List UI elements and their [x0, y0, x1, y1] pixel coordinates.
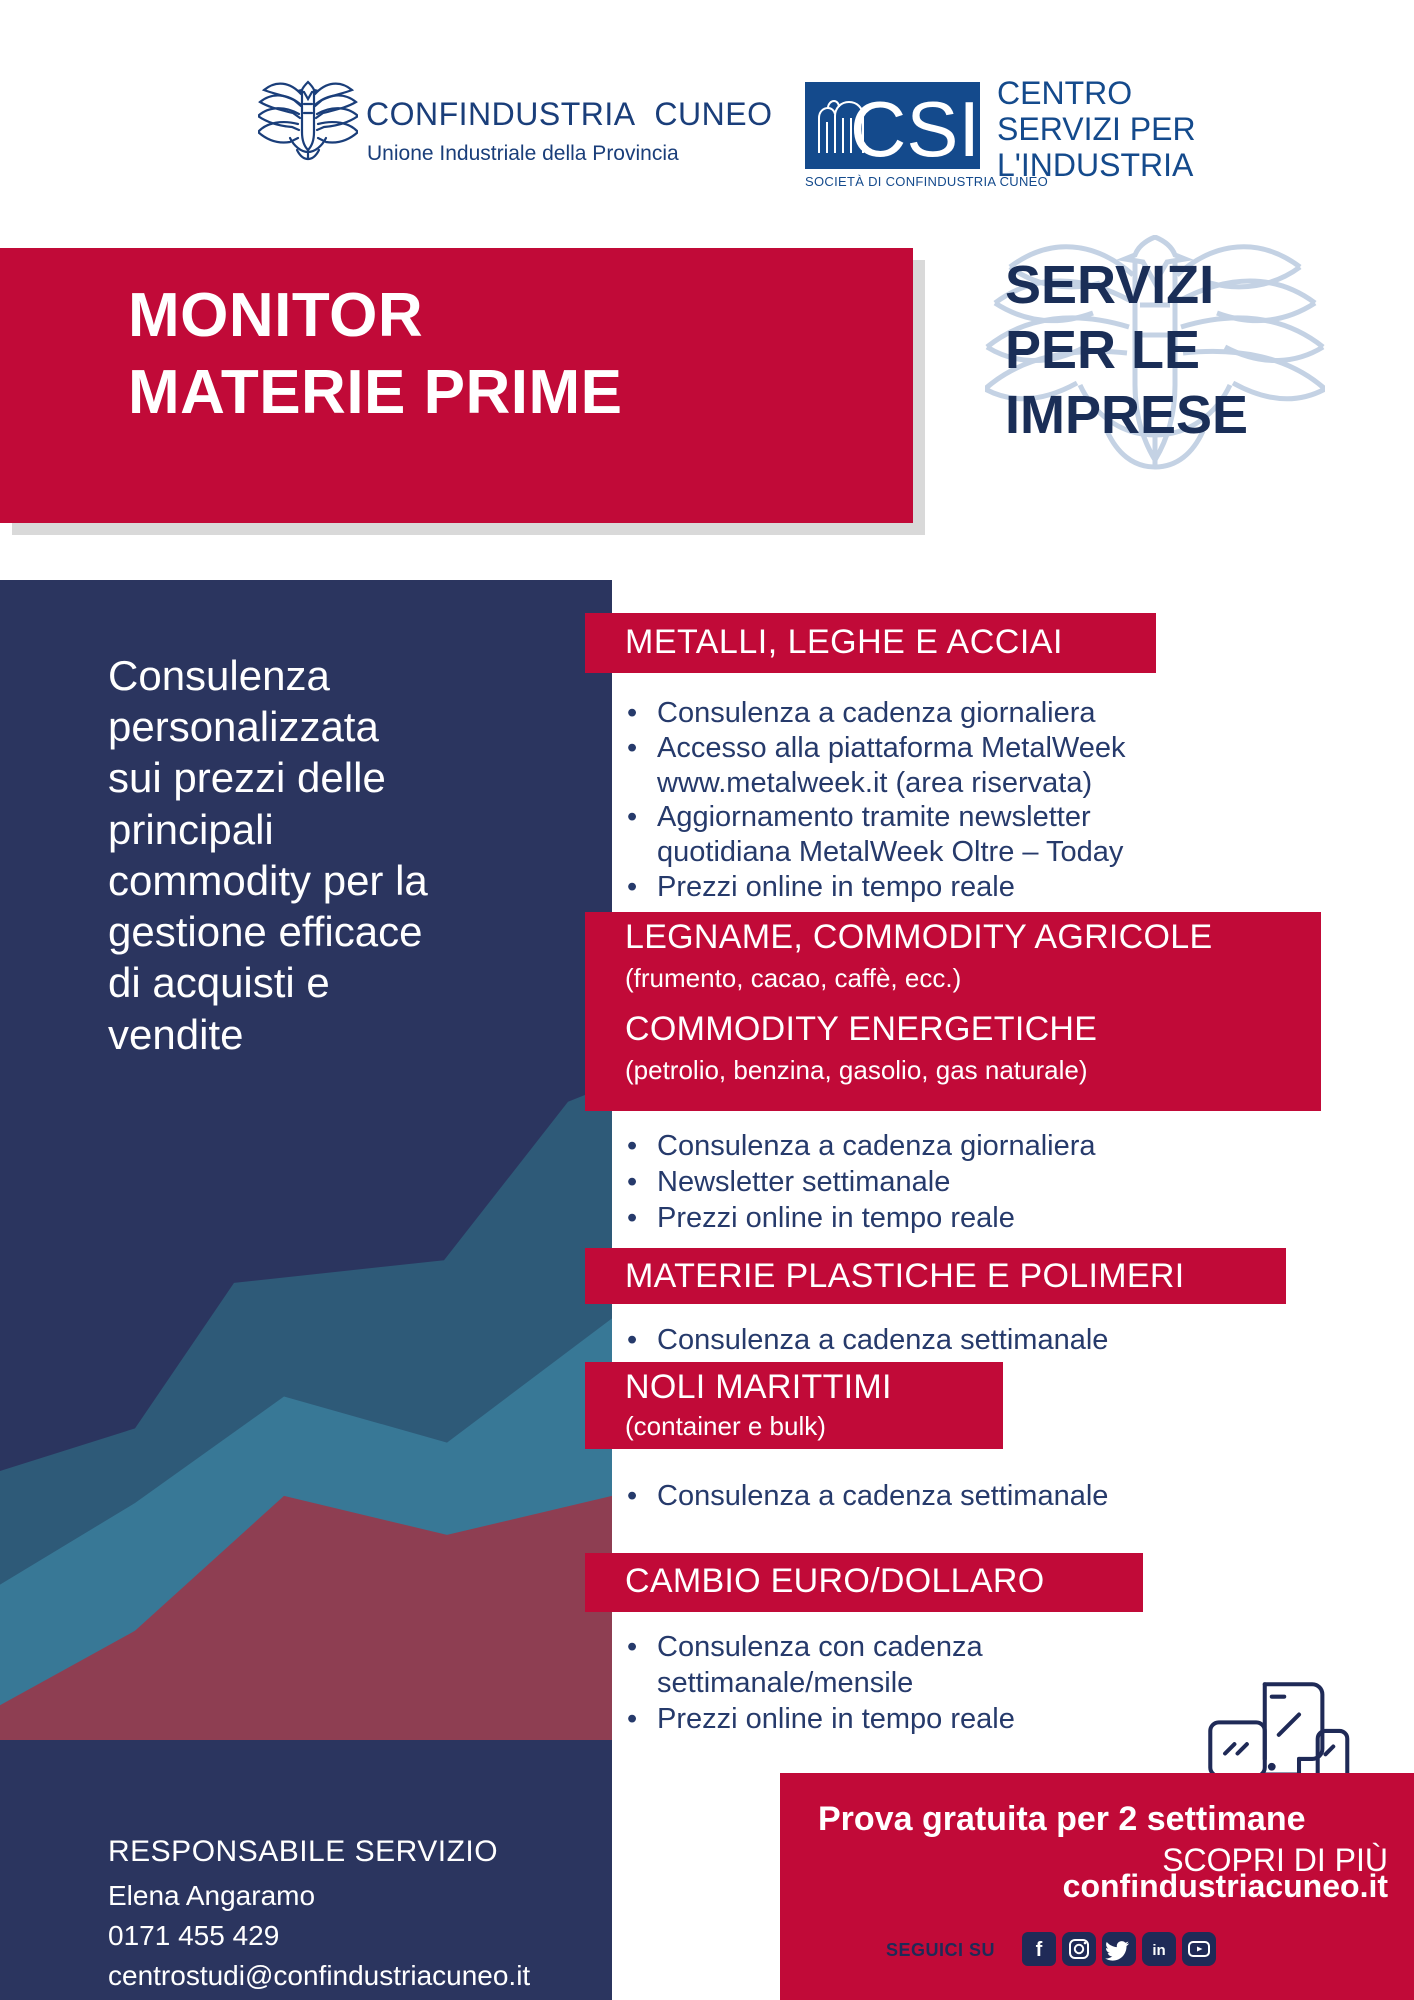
- svg-text:in: in: [1152, 1942, 1165, 1959]
- svg-text:f: f: [1036, 1939, 1043, 1961]
